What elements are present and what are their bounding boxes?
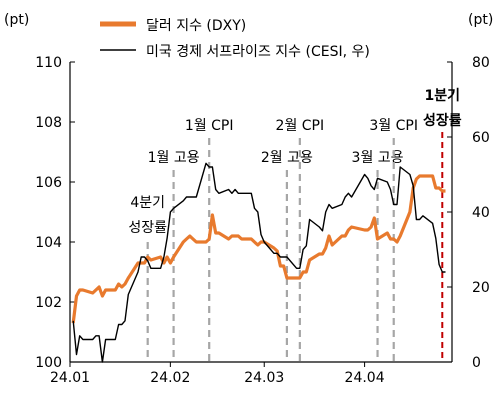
left-tick-label: 110 — [35, 55, 62, 71]
right-tick-label: 40 — [472, 205, 490, 221]
legend-label-dxy: 달러 지수 (DXY) — [146, 18, 246, 34]
event-label: 성장률 — [128, 220, 167, 236]
left-axis-unit: (pt) — [4, 12, 29, 28]
x-tick-label: 24.04 — [345, 370, 385, 386]
x-tick-label: 24.01 — [50, 370, 90, 386]
right-tick-label: 20 — [472, 280, 490, 296]
event-label: 1월 고용 — [148, 150, 200, 166]
event-label: 1분기 — [425, 88, 461, 104]
left-tick-label: 106 — [35, 175, 62, 191]
series-line-cesi — [72, 162, 446, 363]
x-tick-label: 24.03 — [244, 370, 284, 386]
right-tick-label: 0 — [472, 355, 481, 371]
event-label: 3월 고용 — [352, 150, 404, 166]
left-tick-label: 108 — [35, 115, 62, 131]
event-label: 성장률 — [423, 112, 462, 129]
axes: 100 102 104 106 108 110 0 20 40 60 80 24.01 24.02 24.… — [35, 55, 490, 386]
right-tick-label: 80 — [472, 55, 490, 71]
left-tick-label: 102 — [35, 295, 62, 311]
event-label: 2월 고용 — [261, 150, 313, 166]
x-tick-label: 24.02 — [150, 370, 190, 386]
legend: 달러 지수 (DXY) 미국 경제 서프라이즈 지수 (CESI, 우) — [100, 18, 370, 60]
left-tick-label: 100 — [35, 355, 62, 371]
legend-label-cesi: 미국 경제 서프라이즈 지수 (CESI, 우) — [146, 44, 370, 60]
event-label: 1월 CPI — [185, 118, 234, 134]
series-line-dxy — [71, 174, 446, 324]
right-axis-unit: (pt) — [468, 12, 493, 28]
left-tick-label: 104 — [35, 235, 62, 251]
right-tick-label: 60 — [472, 130, 490, 146]
event-label: 2월 CPI — [276, 118, 325, 134]
event-label: 4분기 — [130, 195, 165, 211]
series-lines — [71, 162, 446, 363]
event-label: 3월 CPI — [369, 118, 418, 134]
